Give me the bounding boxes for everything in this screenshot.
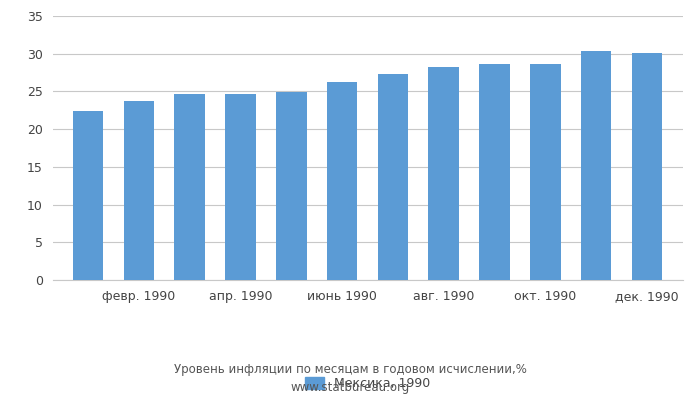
- Text: www.statbureau.org: www.statbureau.org: [290, 381, 410, 394]
- Bar: [174, 94, 205, 280]
- Legend: Мексика, 1990: Мексика, 1990: [300, 372, 435, 395]
- Bar: [276, 92, 307, 280]
- Bar: [428, 67, 459, 280]
- Bar: [327, 82, 357, 280]
- Bar: [124, 101, 154, 280]
- Text: Уровень инфляции по месяцам в годовом исчислении,%: Уровень инфляции по месяцам в годовом ис…: [174, 364, 526, 376]
- Bar: [530, 64, 561, 280]
- Bar: [631, 53, 662, 280]
- Bar: [225, 94, 256, 280]
- Bar: [378, 74, 408, 280]
- Bar: [480, 64, 510, 280]
- Bar: [73, 111, 104, 280]
- Bar: [581, 51, 611, 280]
